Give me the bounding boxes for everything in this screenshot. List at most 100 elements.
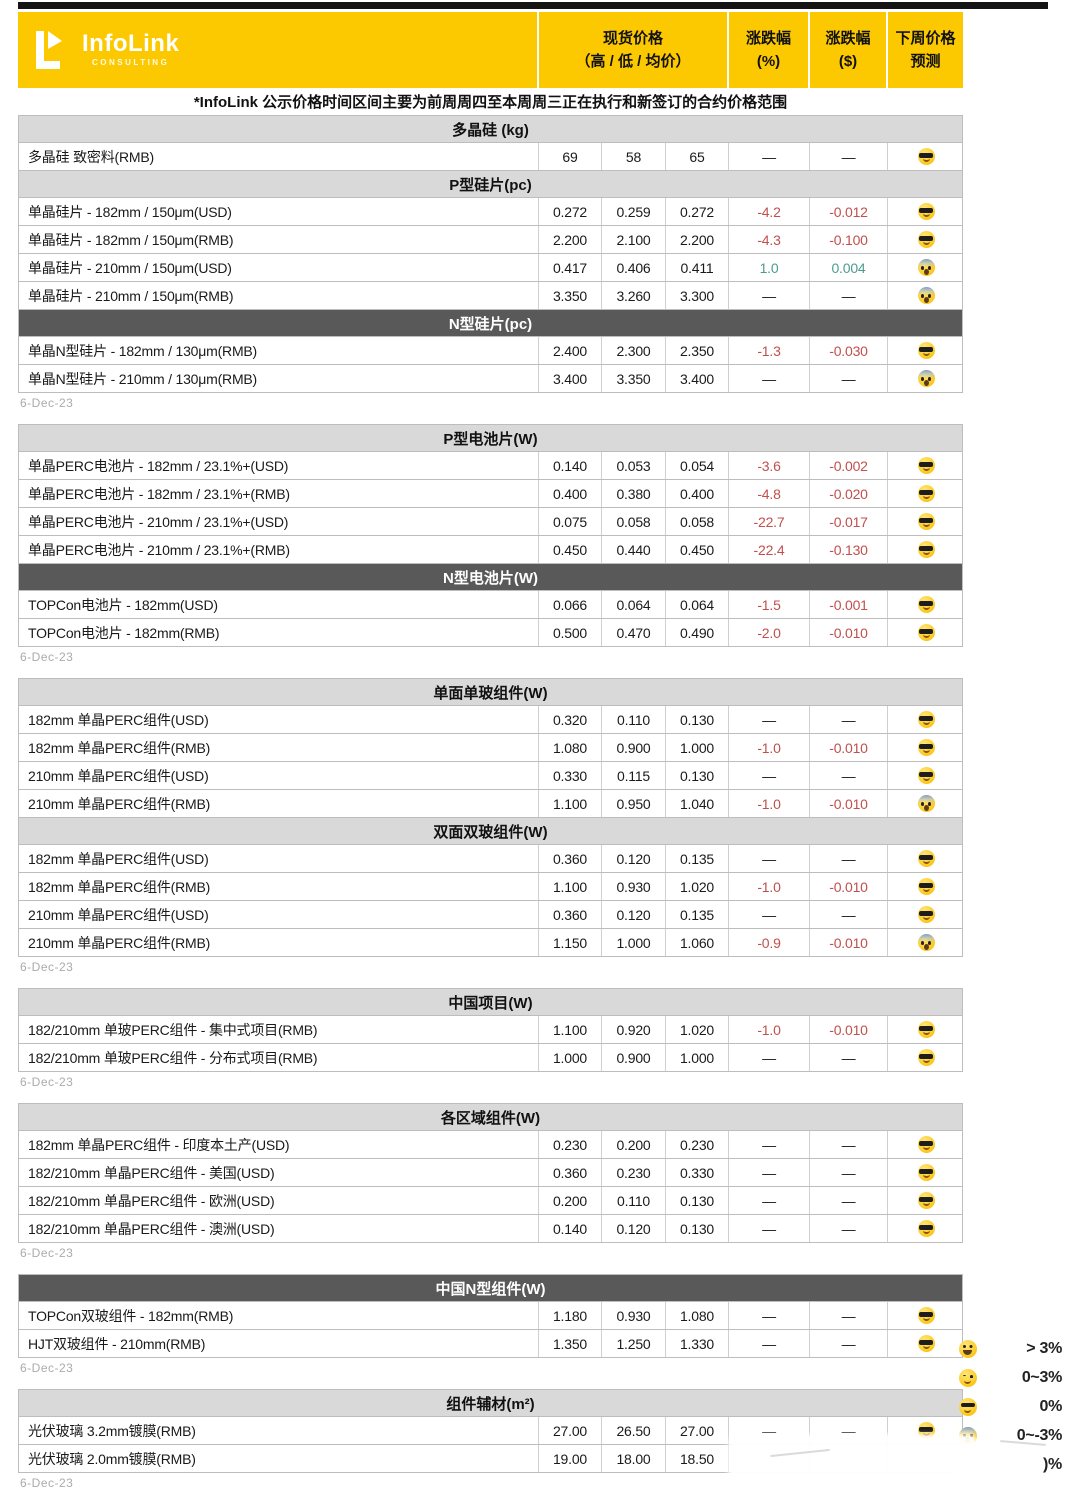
price-avg: 2.350 [665,337,728,364]
forecast-cell [887,734,964,761]
forecast-cell [887,790,964,817]
forecast-cool-emoji [917,1192,935,1209]
row-label: 210mm 单晶PERC组件(USD) [28,767,209,784]
forecast-cool-emoji [917,596,935,613]
column-header-spot-price: 现货价格 （高 / 低 / 均价） [537,12,727,88]
table-row: 182mm 单晶PERC组件(RMB) 1.100 0.930 1.020 -1.0 -0… [18,872,963,900]
price-low: 1.250 [601,1330,665,1357]
forecast-cool-emoji [917,1307,935,1324]
forecast-scream-emoji [917,259,935,276]
row-label: 182/210mm 单玻PERC组件 - 集中式项目(RMB) [28,1021,318,1038]
forecast-cell [887,901,964,928]
price-low: 0.406 [601,254,665,281]
change-pct: -1.0 [728,734,809,761]
change-abs: -0.010 [809,873,887,900]
forecast-cell [887,337,964,364]
change-pct: — [728,1044,809,1071]
section-header: N型电池片(W) [18,563,963,590]
change-pct: — [728,1187,809,1214]
forecast-cool-emoji [917,231,935,248]
forecast-cell [887,845,964,872]
date-label: 6-Dec-23 [20,1246,74,1260]
price-avg: 0.490 [665,619,728,646]
price-avg: 0.130 [665,1187,728,1214]
section-header: N型硅片(pc) [18,309,963,336]
change-abs: — [809,282,887,309]
row-label: 182/210mm 单玻PERC组件 - 分布式项目(RMB) [28,1049,318,1066]
change-pct: — [728,282,809,309]
table-block: P型电池片(W) 单晶PERC电池片 - 182mm / 23.1%+(USD) 0… [18,424,963,665]
table-row: 182mm 单晶PERC组件(USD) 0.360 0.120 0.135— — [18,844,963,872]
table-row: 单晶硅片 - 182mm / 150μm(RMB) 2.200 2.100 2.200… [18,225,963,253]
legend-label: 0~-3% [1016,1426,1063,1444]
price-avg: 1.080 [665,1302,728,1329]
spot-price-title: 现货价格 [602,29,663,47]
price-low: 26.50 [601,1417,665,1444]
row-label: 光伏玻璃 2.0mm镀膜(RMB) [28,1450,196,1467]
table-blocks: 多晶硅 (kg) 多晶硅 致密料(RMB) 69 58 65— — P型硅片(pc) 单晶硅片… [18,115,963,1504]
section-header: 中国项目(W) [18,988,963,1015]
section-header: P型电池片(W) [18,424,963,451]
table-row: 单晶N型硅片 - 210mm / 130μm(RMB) 3.400 3.350 3.4… [18,364,963,392]
forecast-title: 下周价格 [895,29,956,47]
change-abs: — [809,1330,887,1357]
forecast-cell [887,254,964,281]
change-abs: -0.002 [809,452,887,479]
price-high: 19.00 [538,1445,601,1472]
price-low: 0.900 [601,1044,665,1071]
section-header: 多晶硅 (kg) [18,115,963,142]
forecast-cool-emoji [917,906,935,923]
price-avg: 1.020 [665,1016,728,1043]
forecast-cell [887,619,964,646]
price-high: 2.200 [538,226,601,253]
table-row: 182/210mm 单晶PERC组件 - 澳洲(USD) 0.140 0.120 0.… [18,1214,963,1242]
forecast-cool-emoji [917,878,935,895]
price-low: 0.380 [601,480,665,507]
change-pct: — [728,1302,809,1329]
price-high: 1.000 [538,1044,601,1071]
forecast-cell [887,452,964,479]
row-label: 182mm 单晶PERC组件(RMB) [28,739,211,756]
date-label: 6-Dec-23 [20,1361,74,1375]
table-row: 单晶硅片 - 210mm / 150μm(USD) 0.417 0.406 0.411… [18,253,963,281]
price-low: 0.930 [601,873,665,900]
change-abs: -0.010 [809,1016,887,1043]
change-pct: — [728,1215,809,1242]
forecast-cool-emoji [917,457,935,474]
legend-item: 0% [953,1392,1068,1421]
change-abs-subtitle: ($) [838,53,858,70]
section-header: 组件辅材(m²) [18,1389,963,1416]
price-high: 0.450 [538,536,601,563]
row-label: 单晶N型硅片 - 210mm / 130μm(RMB) [28,370,258,387]
change-pct: -2.0 [728,619,809,646]
block-gap [18,1491,963,1504]
price-avg: 0.130 [665,706,728,733]
price-avg: 2.200 [665,226,728,253]
forecast-cell [887,591,964,618]
price-high: 0.500 [538,619,601,646]
price-avg: 3.400 [665,365,728,392]
table-row: 单晶PERC电池片 - 182mm / 23.1%+(RMB) 0.400 0.38… [18,479,963,507]
row-label: 210mm 单晶PERC组件(RMB) [28,934,211,951]
table-row: TOPCon电池片 - 182mm(RMB) 0.500 0.470 0.490 -2.… [18,618,963,646]
date-label: 6-Dec-23 [20,1476,74,1490]
date-label: 6-Dec-23 [20,396,74,410]
change-pct: — [728,1131,809,1158]
price-avg: 1.000 [665,734,728,761]
price-high: 0.140 [538,452,601,479]
forecast-cool-emoji [917,624,935,641]
change-pct: -1.0 [728,790,809,817]
price-high: 27.00 [538,1417,601,1444]
section-header: 双面双玻组件(W) [18,817,963,844]
change-abs: -0.020 [809,480,887,507]
price-low: 2.300 [601,337,665,364]
forecast-cell [887,1016,964,1043]
change-abs: -0.100 [809,226,887,253]
table-row: 210mm 单晶PERC组件(USD) 0.360 0.120 0.135— — [18,900,963,928]
price-avg: 1.020 [665,873,728,900]
change-pct: -3.6 [728,452,809,479]
change-abs: -0.012 [809,198,887,225]
change-abs: — [809,1159,887,1186]
forecast-cool-emoji [917,739,935,756]
table-row: 单晶PERC电池片 - 182mm / 23.1%+(USD) 0.140 0.05… [18,451,963,479]
